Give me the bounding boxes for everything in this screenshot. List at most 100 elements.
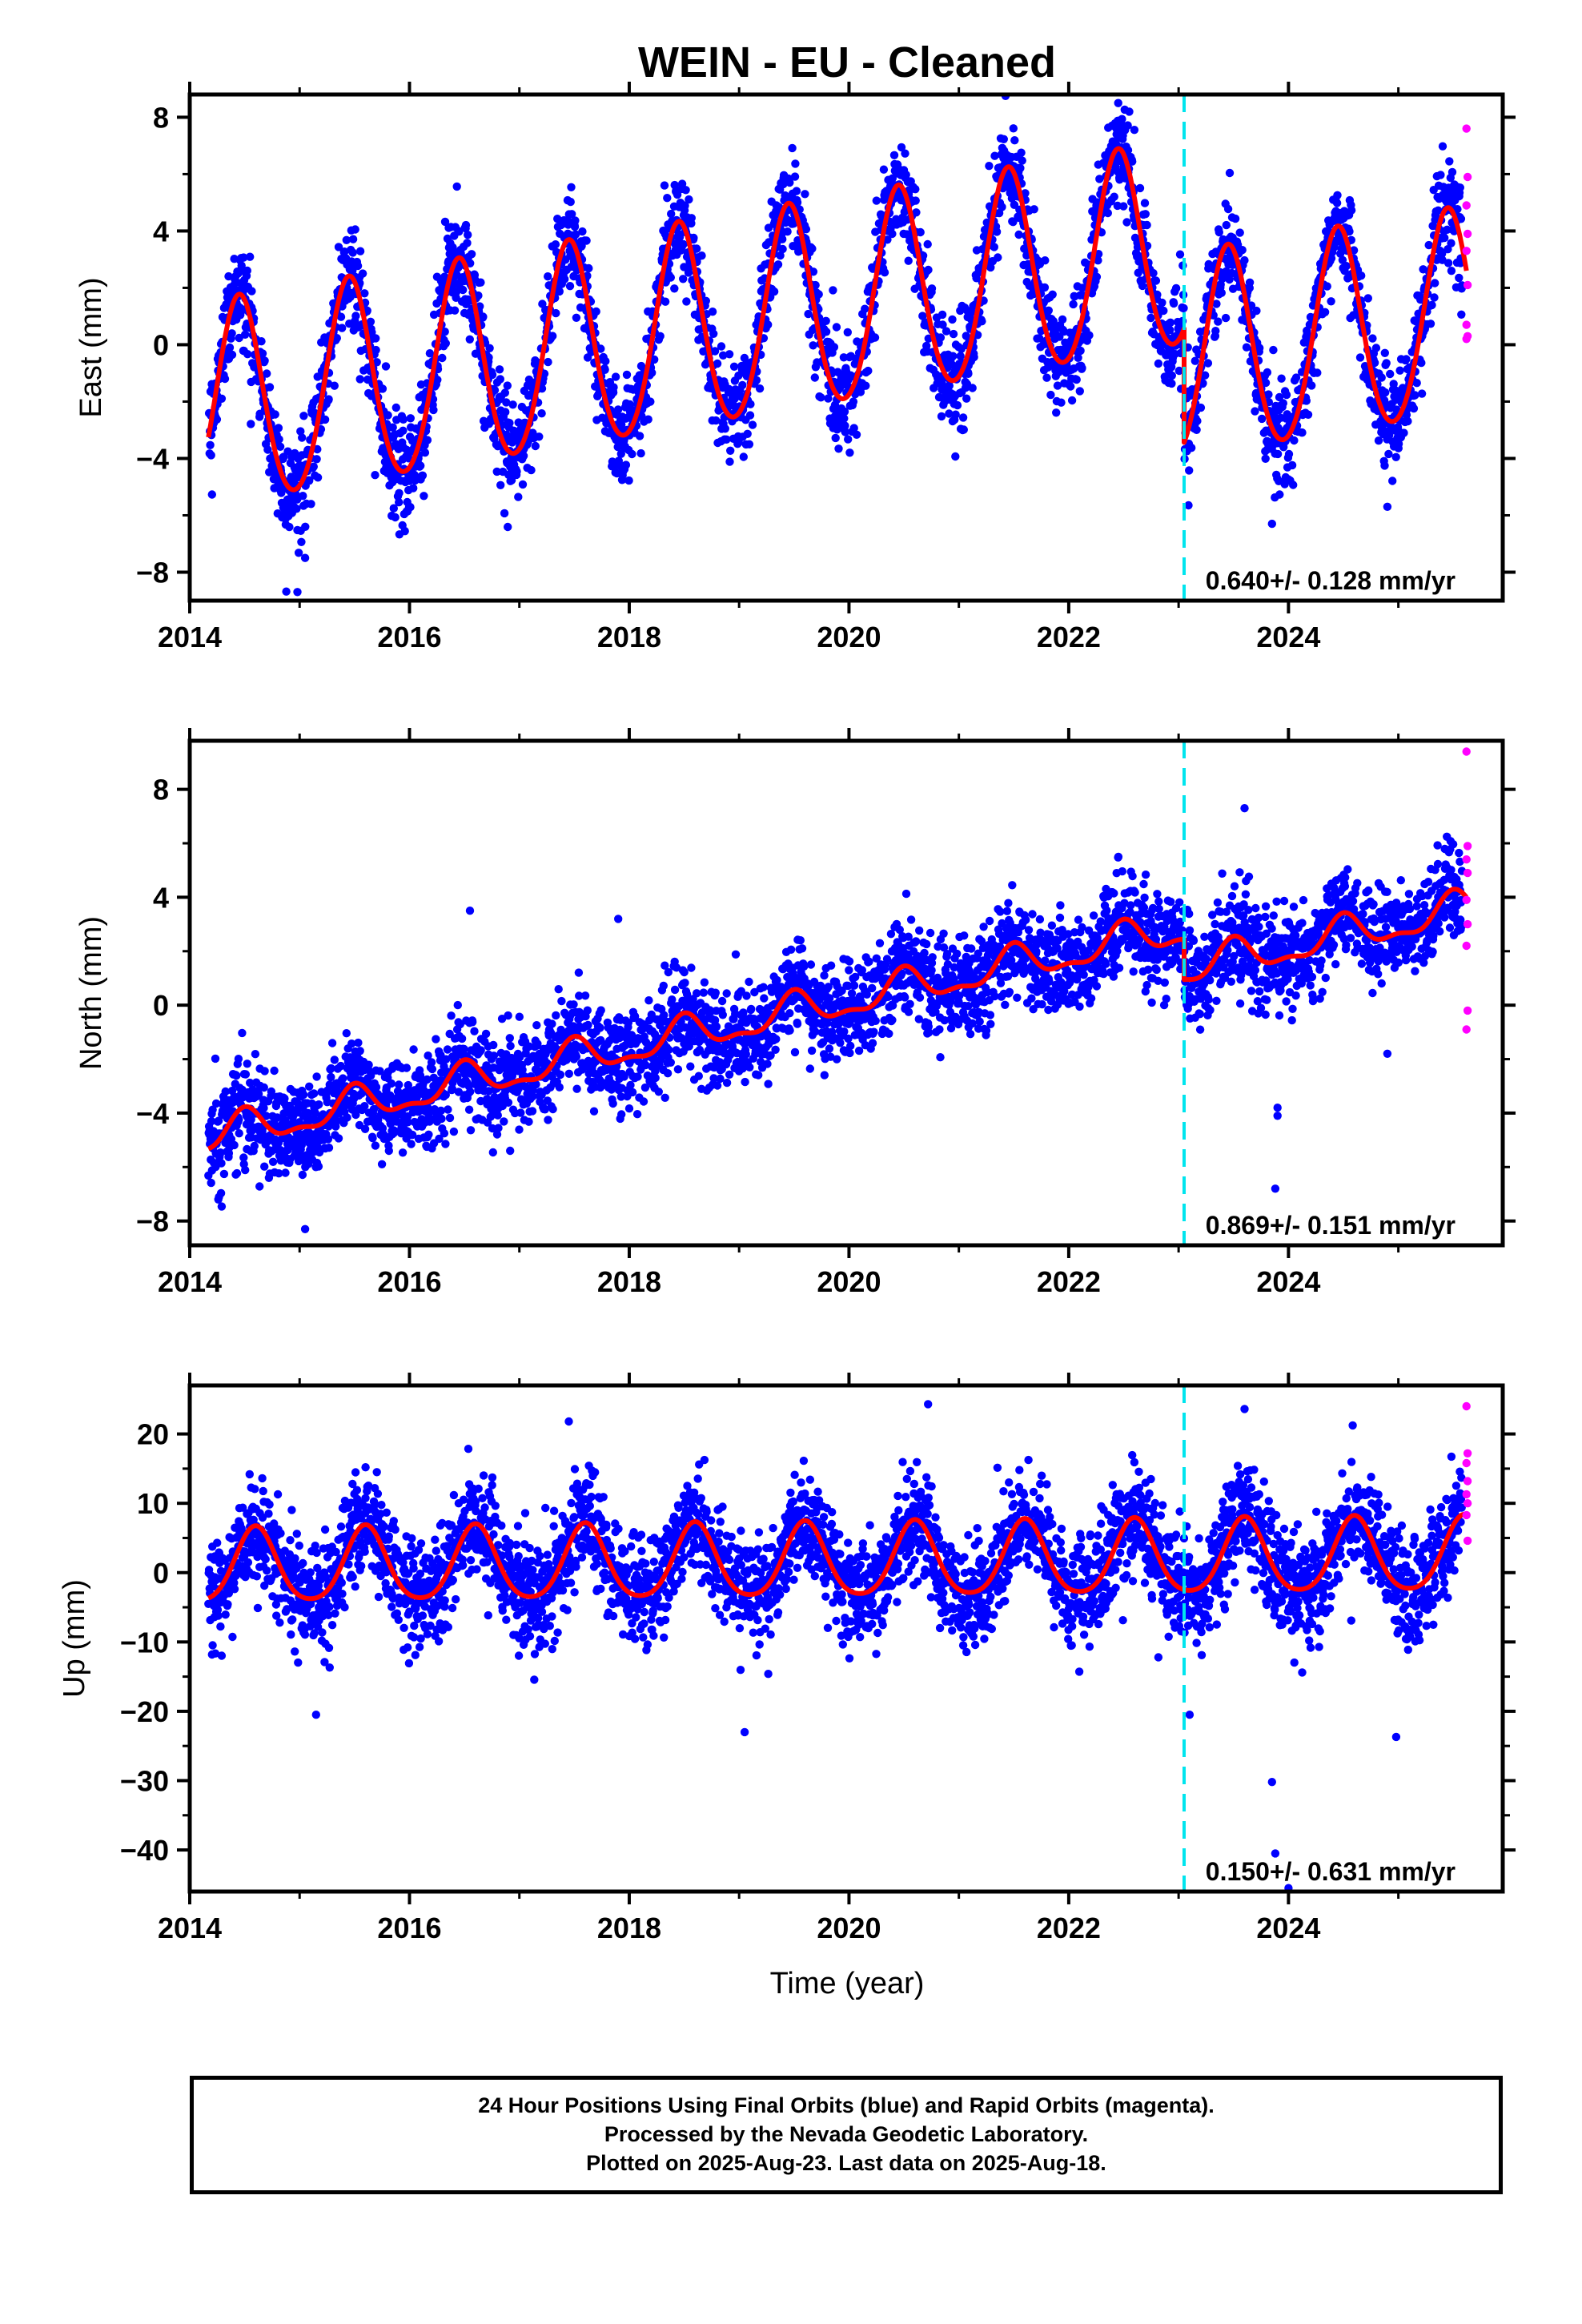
data-point	[725, 457, 734, 466]
data-point	[399, 426, 408, 435]
data-point	[555, 1083, 564, 1092]
data-point	[1267, 519, 1277, 529]
data-point	[553, 215, 562, 223]
data-point	[1456, 183, 1465, 192]
data-point	[693, 244, 701, 253]
data-point	[1103, 208, 1113, 218]
data-point	[234, 1055, 243, 1063]
data-point	[990, 243, 999, 251]
data-point	[250, 1141, 259, 1151]
data-point	[1185, 466, 1194, 475]
data-point	[945, 409, 954, 418]
data-point	[1044, 306, 1054, 315]
data-point	[601, 356, 610, 366]
data-point	[1058, 315, 1067, 324]
data-point	[778, 244, 787, 254]
data-point	[343, 1113, 351, 1122]
data-point	[574, 968, 584, 977]
east-y-axis-label: East (mm)	[74, 277, 108, 417]
data-point	[793, 198, 802, 207]
x-tick-label: 2018	[597, 621, 661, 653]
data-point	[726, 446, 735, 455]
data-point	[348, 235, 358, 243]
data-point	[275, 435, 283, 444]
data-point	[257, 337, 266, 346]
data-point	[879, 165, 889, 174]
data-point	[978, 317, 986, 326]
data-point	[300, 553, 310, 562]
data-point	[1138, 281, 1147, 291]
data-point	[531, 441, 540, 451]
data-point	[572, 1084, 581, 1093]
data-point	[617, 1110, 626, 1119]
data-point	[265, 383, 275, 392]
data-point	[1371, 344, 1381, 352]
data-point	[371, 334, 380, 343]
data-point	[285, 522, 294, 532]
data-point	[307, 500, 315, 509]
data-point	[938, 320, 947, 329]
data-point	[1141, 210, 1150, 219]
data-point	[1417, 358, 1426, 368]
data-point	[834, 444, 843, 453]
data-point	[644, 415, 652, 424]
data-point	[1201, 371, 1210, 380]
data-point	[911, 185, 920, 194]
data-point	[494, 1124, 503, 1132]
data-point	[785, 178, 794, 187]
data-point	[889, 151, 899, 159]
data-point	[564, 217, 573, 226]
data-point	[432, 1035, 440, 1043]
data-point	[1041, 256, 1050, 265]
data-point	[1074, 353, 1082, 362]
data-point	[544, 357, 552, 367]
data-point	[355, 247, 365, 255]
data-point	[407, 1140, 416, 1148]
data-point	[924, 265, 933, 275]
data-point	[527, 465, 536, 475]
data-point	[681, 186, 690, 195]
data-point	[600, 365, 609, 374]
data-point	[1110, 192, 1118, 201]
data-point	[552, 308, 560, 318]
data-point	[870, 333, 880, 342]
data-point	[1275, 490, 1284, 499]
data-point	[391, 403, 400, 412]
data-point	[1457, 310, 1466, 319]
data-point	[1075, 387, 1085, 396]
data-point	[225, 343, 235, 352]
data-point	[1323, 282, 1331, 291]
data-point	[535, 432, 544, 441]
data-point	[294, 549, 303, 557]
data-point	[572, 313, 581, 322]
data-point	[512, 467, 521, 476]
data-point	[516, 1108, 525, 1117]
data-point	[810, 373, 819, 382]
data-point	[334, 1134, 343, 1143]
data-point	[219, 1169, 229, 1179]
data-point	[949, 352, 958, 360]
data-point	[1313, 368, 1322, 377]
data-point	[476, 278, 485, 287]
data-point	[1066, 382, 1075, 391]
data-point	[1370, 358, 1379, 368]
data-point	[790, 172, 800, 181]
data-point	[1399, 428, 1408, 437]
data-point	[792, 187, 801, 195]
data-point	[1377, 373, 1386, 382]
data-point	[861, 304, 869, 313]
data-point	[500, 1117, 508, 1126]
data-point	[1128, 157, 1137, 166]
data-point	[1383, 502, 1392, 511]
data-point	[923, 239, 932, 249]
data-point	[406, 503, 415, 512]
east-rate-annotation: 0.640+/- 0.128 mm/yr	[1206, 566, 1456, 595]
data-point	[1307, 381, 1316, 390]
data-point	[433, 376, 442, 384]
data-point	[1431, 279, 1439, 287]
data-point	[424, 1130, 433, 1140]
data-point	[673, 190, 682, 199]
data-point	[490, 386, 500, 395]
data-point	[897, 143, 906, 152]
data-point	[260, 1067, 269, 1076]
